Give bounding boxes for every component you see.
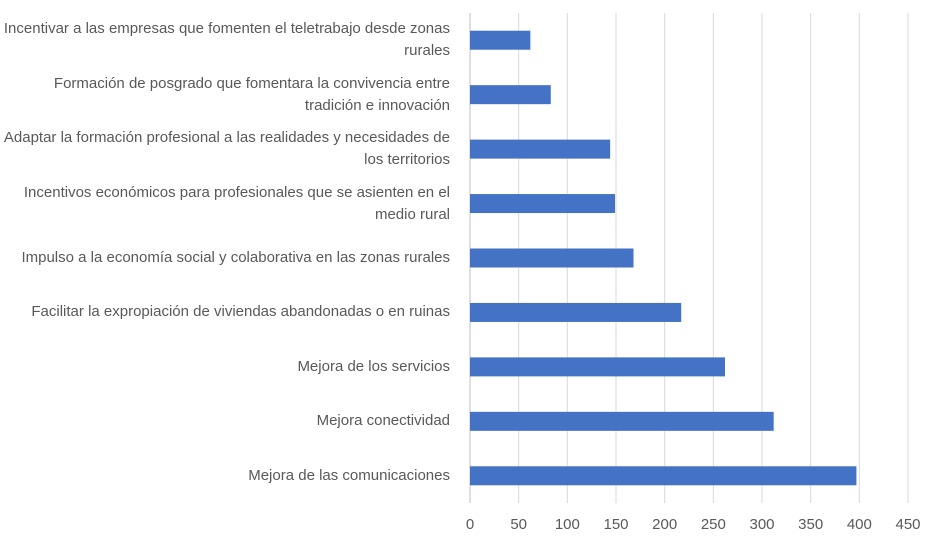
y-tick-label: Incentivar a las empresas que fomenten e… [3,20,450,60]
y-tick-label: Mejora conectividad [316,412,450,430]
y-tick-label: Formación de posgrado que fomentara la c… [53,74,450,114]
bar [470,194,616,214]
x-tick-label: 350 [798,516,823,533]
bar [470,30,531,50]
x-tick-label: 100 [555,516,580,533]
x-tick-label: 150 [603,516,628,533]
y-tick-label: Mejora de las comunicaciones [248,466,450,484]
bar [470,302,682,322]
bar [470,139,611,159]
x-tick-label: 250 [701,516,726,533]
bar [470,357,726,377]
y-tick-label: Adaptar la formación profesional a las r… [3,129,450,169]
x-tick-label: 50 [510,516,527,533]
y-tick-label: Facilitar la expropiación de viviendas a… [31,303,450,321]
x-tick-label: 200 [652,516,677,533]
bar [470,85,551,105]
y-tick-label: Incentivos económicos para profesionales… [23,183,450,223]
x-tick-label: 400 [847,516,872,533]
x-tick-label: 300 [749,516,774,533]
bar [470,411,774,431]
bar [470,466,857,486]
bar [470,248,634,268]
y-tick-label: Impulso a la economía social y colaborat… [21,249,450,266]
x-tick-label: 450 [895,516,920,533]
y-tick-label: Mejora de los servicios [297,357,450,375]
x-tick-label: 0 [466,516,474,533]
